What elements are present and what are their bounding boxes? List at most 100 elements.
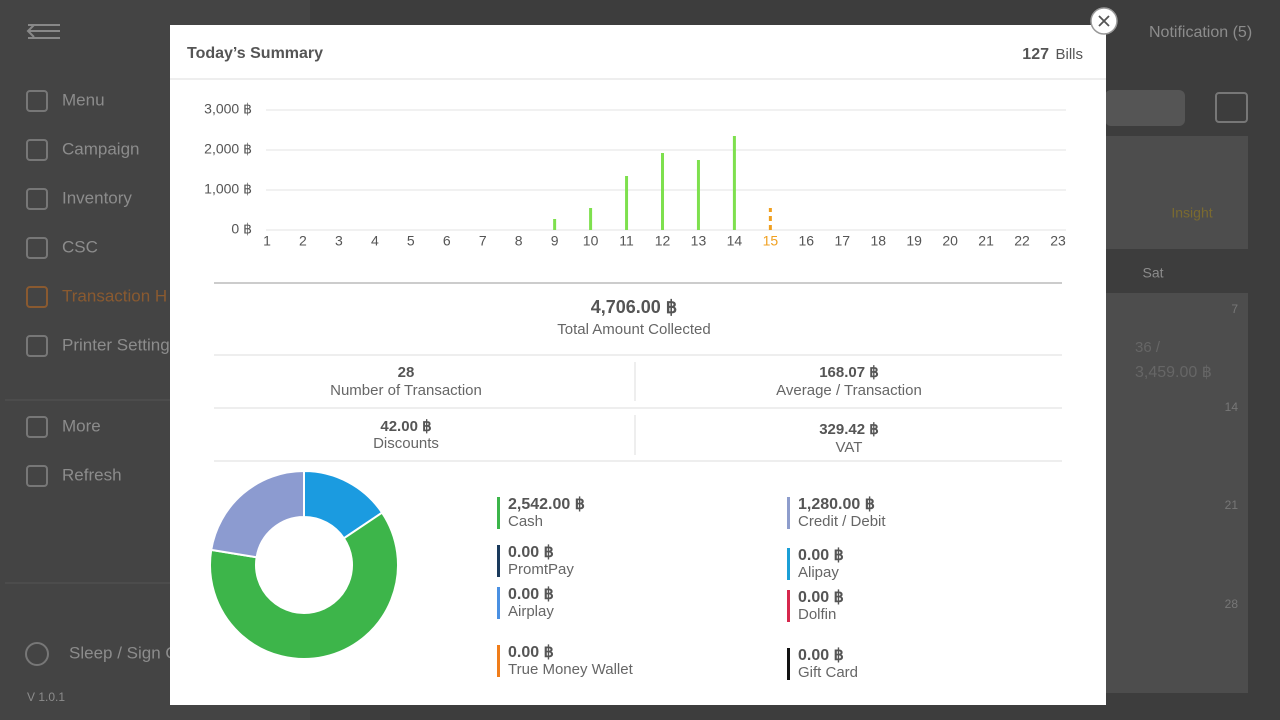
- metric-value: 28: [398, 364, 415, 381]
- payment-name: True Money Wallet: [508, 661, 634, 678]
- payment-amount: 1,280.00 ฿: [798, 496, 875, 513]
- menu-item: Refresh: [62, 465, 122, 484]
- bills-label: Bills: [1055, 46, 1083, 63]
- metric-value: 329.42 ฿: [819, 421, 879, 438]
- menu-icon: [26, 286, 48, 308]
- donut-slice: [209, 511, 399, 660]
- menu-item: Menu: [62, 90, 105, 109]
- y-tick-label: 0 ฿: [231, 221, 252, 237]
- payment-color: [787, 590, 790, 622]
- payment-name: Cash: [508, 513, 543, 530]
- x-tick-label: 8: [515, 233, 523, 249]
- metric-label: VAT: [836, 439, 863, 456]
- calendar: [1105, 293, 1248, 693]
- donut-slice: [210, 469, 305, 559]
- bills-count: 127: [1022, 46, 1049, 63]
- payment-color: [497, 497, 500, 529]
- x-tick-label: 6: [443, 233, 451, 249]
- x-tick-label: 11: [619, 233, 634, 249]
- cell-amount: 3,459.00 ฿: [1135, 364, 1212, 381]
- payment-name: PromtPay: [508, 561, 574, 578]
- power-icon[interactable]: [25, 642, 49, 666]
- x-tick-label: 17: [834, 233, 850, 249]
- payment-color: [497, 645, 500, 677]
- payment-color: [497, 587, 500, 619]
- x-tick-label: 18: [870, 233, 886, 249]
- menu-item: Transaction H: [62, 286, 167, 305]
- y-tick-label: 3,000 ฿: [204, 101, 252, 117]
- modal-title: Today’s Summary: [187, 45, 323, 62]
- y-tick-label: 2,000 ฿: [204, 141, 252, 157]
- menu-item: CSC: [62, 237, 98, 256]
- x-tick-label: 1: [263, 233, 271, 249]
- payment-color: [497, 545, 500, 577]
- payment-amount: 0.00 ฿: [798, 547, 844, 564]
- x-tick-label: 13: [691, 233, 707, 249]
- date: 7: [1231, 302, 1238, 316]
- x-tick-label: 10: [583, 233, 599, 249]
- metric-value: 42.00 ฿: [380, 418, 431, 435]
- menu-item: Printer Setting: [62, 335, 170, 354]
- metric-value: 168.07 ฿: [819, 364, 879, 381]
- x-tick-label: 7: [479, 233, 487, 249]
- sign-out: Sleep / Sign O: [69, 643, 179, 662]
- x-tick-label: 15: [763, 233, 779, 249]
- payment-name: Gift Card: [798, 664, 858, 681]
- payment-amount: 0.00 ฿: [508, 586, 554, 603]
- x-tick-label: 14: [727, 233, 743, 249]
- weekday: Sat: [1142, 265, 1163, 281]
- notification[interactable]: Notification (5): [1149, 24, 1252, 41]
- payment-name: Alipay: [798, 564, 839, 581]
- menu-icon: [26, 90, 48, 112]
- payment-name: Credit / Debit: [798, 513, 886, 530]
- date: 21: [1225, 498, 1239, 512]
- menu-icon: [26, 416, 48, 438]
- x-tick-label: 2: [299, 233, 307, 249]
- menu-icon: [26, 335, 48, 357]
- payment-color: [787, 548, 790, 580]
- date: 14: [1225, 400, 1239, 414]
- payment-color: [787, 648, 790, 680]
- total-label: Total Amount Collected: [557, 321, 710, 338]
- x-tick-label: 22: [1014, 233, 1030, 249]
- search-box[interactable]: [1105, 90, 1185, 126]
- calendar-icon[interactable]: [1215, 92, 1248, 123]
- x-tick-label: 3: [335, 233, 343, 249]
- close-button[interactable]: [1090, 7, 1118, 35]
- payment-amount: 0.00 ฿: [508, 544, 554, 561]
- y-tick-label: 1,000 ฿: [204, 181, 252, 197]
- menu-icon[interactable]: [26, 24, 60, 39]
- menu-item: More: [62, 416, 101, 435]
- insight: Insight: [1171, 205, 1212, 221]
- x-tick-label: 4: [371, 233, 379, 249]
- metric-label: Number of Transaction: [330, 382, 482, 399]
- metric-label: Average / Transaction: [776, 382, 922, 399]
- payment-amount: 0.00 ฿: [798, 589, 844, 606]
- payment-name: Dolfin: [798, 606, 836, 623]
- modal: [170, 25, 1106, 705]
- menu-item: Inventory: [62, 188, 132, 207]
- menu-item: Campaign: [62, 139, 140, 158]
- version: V 1.0.1: [27, 690, 65, 704]
- payment-amount: 2,542.00 ฿: [508, 496, 585, 513]
- x-tick-label: 19: [906, 233, 922, 249]
- x-tick-label: 21: [978, 233, 994, 249]
- payment-amount: 0.00 ฿: [508, 644, 554, 661]
- date: 28: [1225, 597, 1239, 611]
- payment-color: [787, 497, 790, 529]
- x-tick-label: 5: [407, 233, 415, 249]
- metric-label: Discounts: [373, 435, 439, 452]
- x-tick-label: 12: [655, 233, 671, 249]
- menu-icon: [26, 237, 48, 259]
- x-tick-label: 20: [942, 233, 958, 249]
- menu-icon: [26, 188, 48, 210]
- payment-name: Airplay: [508, 603, 554, 620]
- card: [1105, 136, 1248, 249]
- x-tick-label: 16: [799, 233, 815, 249]
- total-amount: 4,706.00 ฿: [591, 297, 678, 317]
- close-icon[interactable]: [1098, 15, 1110, 27]
- payment-amount: 0.00 ฿: [798, 647, 844, 664]
- x-tick-label: 23: [1050, 233, 1066, 249]
- x-tick-label: 9: [551, 233, 559, 249]
